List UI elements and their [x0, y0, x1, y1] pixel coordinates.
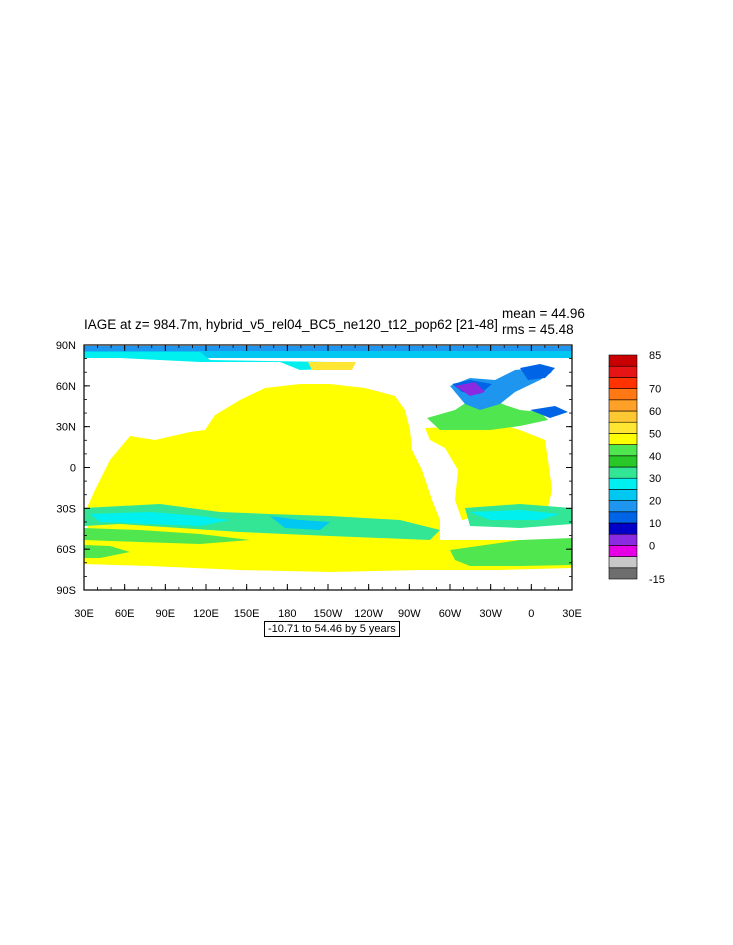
colorbar-label: 20 [649, 496, 661, 508]
longitude-axis: 30E 60E 90E 120E 150E 180 150W 120W 90W 60W 30W 0 30… [74, 345, 582, 620]
colorbar-label: 70 [649, 384, 661, 396]
plot-title: IAGE at z= 984.7m, hybrid_v5_rel04_BC5_n… [84, 317, 498, 332]
colorbar-label: 50 [649, 428, 661, 440]
lat-tick-label: 60N [56, 381, 76, 393]
colorbar-swatch [608, 433, 638, 445]
lat-tick-label: 0 [70, 463, 76, 475]
lon-tick-label: 30E [74, 608, 94, 620]
ocean-field [84, 346, 572, 572]
southern-streak-green [84, 504, 440, 540]
lon-tick-label: 90E [156, 608, 176, 620]
colorbar: 85 70 60 50 40 30 20 10 0 -15 [608, 350, 665, 586]
mean-value: mean = 44.96 [502, 306, 585, 321]
colorbar-swatch [608, 522, 638, 535]
lon-tick-label: 150W [314, 608, 343, 620]
lat-tick-label: 30S [56, 503, 76, 515]
colorbar-swatch [608, 399, 638, 412]
lon-tick-label: 90W [398, 608, 421, 620]
southern-cyan-patch [270, 516, 330, 530]
colorbar-swatch [608, 533, 638, 546]
colorbar-swatch [608, 511, 638, 524]
lon-tick-label: 30E [562, 608, 582, 620]
southern-weddell-green [450, 538, 572, 566]
arctic-gold-patch [308, 362, 356, 370]
lon-tick-label: 120E [193, 608, 219, 620]
rms-value: rms = 45.48 [502, 322, 574, 337]
colorbar-label: 85 [649, 350, 661, 362]
colorbar-label: -15 [649, 574, 665, 586]
lon-tick-label: 60E [115, 608, 135, 620]
colorbar-swatch [608, 477, 638, 490]
southern-streak-atlantic-cyan [470, 510, 560, 520]
lon-tick-label: 180 [278, 608, 296, 620]
colorbar-swatch [608, 365, 638, 378]
antarctic-rim [84, 545, 130, 558]
colorbar-swatch [608, 410, 638, 423]
north-atlantic-blue [450, 368, 552, 410]
north-atlantic-green [427, 398, 548, 430]
colorbar-swatch [608, 388, 638, 401]
colorbar-label: 10 [649, 518, 661, 530]
colorbar-swatch [608, 354, 638, 367]
southern-streak-cyan [90, 512, 230, 526]
colorbar-swatch [608, 421, 638, 434]
colorbar-label: 60 [649, 406, 661, 418]
southern-streak-green-2 [84, 528, 250, 544]
colorbar-swatch [608, 489, 638, 501]
lon-tick-label: 30W [479, 608, 502, 620]
lat-tick-label: 30N [56, 422, 76, 434]
colorbar-label: 0 [649, 540, 655, 552]
atlantic-ocean [425, 424, 552, 520]
colorbar-swatch [608, 377, 638, 389]
colorbar-swatch [608, 500, 638, 513]
lon-tick-label: 150E [234, 608, 260, 620]
lon-tick-label: 0 [528, 608, 534, 620]
lat-tick-label: 90S [56, 585, 76, 597]
lat-tick-label: 90N [56, 340, 76, 352]
colorbar-swatch [608, 567, 638, 580]
colorbar-label: 30 [649, 473, 661, 485]
colorbar-label: 40 [649, 451, 661, 463]
latitude-axis: 90N 60N 30N 0 30S 60S 90S [56, 340, 572, 597]
colorbar-swatch [608, 556, 638, 569]
lon-tick-label: 120W [354, 608, 383, 620]
east-atlantic-blue [530, 406, 568, 418]
southern-ocean-yellow [84, 540, 572, 572]
nordic-sea-blue [520, 364, 555, 380]
colorbar-swatch [608, 455, 638, 468]
colorbar-swatch [608, 466, 638, 479]
labrador-purple [455, 382, 485, 396]
lat-tick-label: 60S [56, 544, 76, 556]
colorbar-swatch [608, 545, 638, 557]
lon-tick-label: 60W [439, 608, 462, 620]
arctic-lower [84, 352, 350, 370]
contour-info: -10.71 to 54.46 by 5 years [264, 621, 400, 637]
colorbar-swatch [608, 444, 638, 457]
